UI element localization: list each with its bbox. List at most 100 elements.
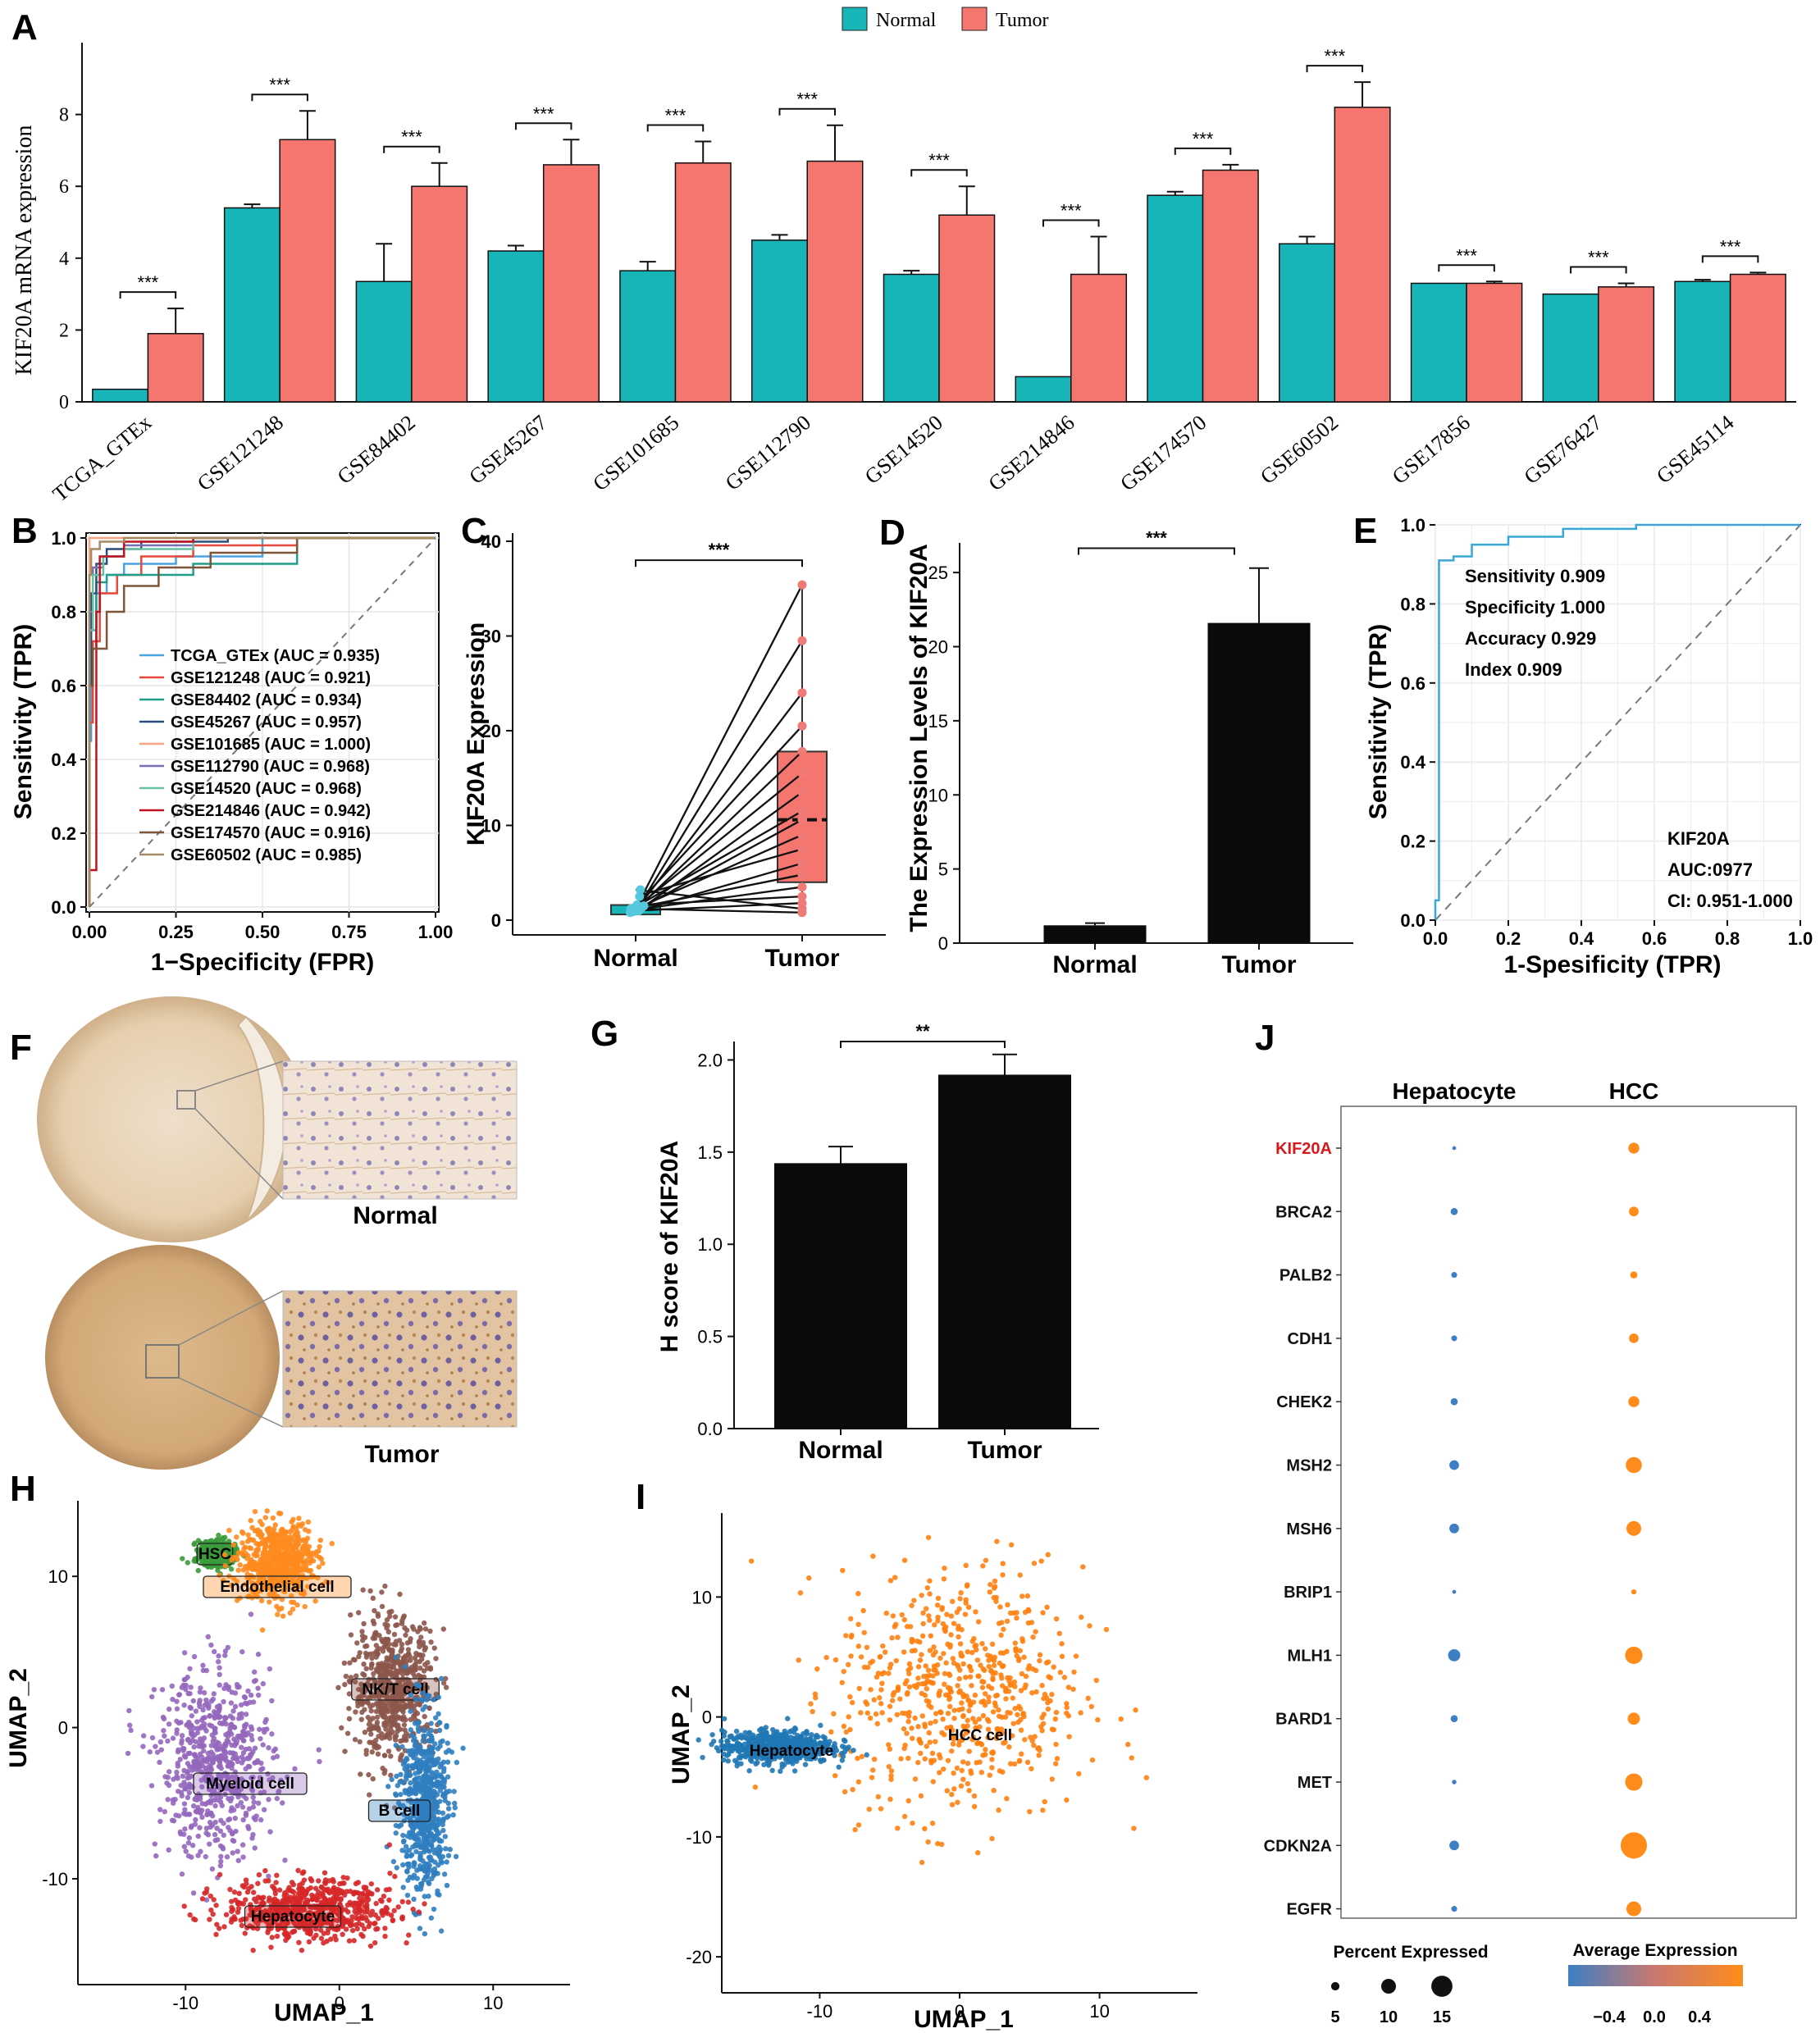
h-plot-cell-point [404,1627,410,1634]
h-plot-cell-point [216,1559,221,1565]
i-plot-cell-point [810,1708,815,1715]
h-plot-cell-point [245,1688,251,1694]
axis-b-xlabel: 1−Specificity (FPR) [151,949,375,976]
i-plot-cell-point [1010,1695,1015,1701]
h-plot-cell-point [269,1935,275,1940]
h-plot-cell-point [227,1750,233,1756]
i-plot-cell-point [992,1578,998,1584]
h-plot-cell-point [410,1906,416,1912]
h-plot-cell-point [291,1536,297,1542]
a-xtick-label: GSE84402 [333,410,420,489]
i-plot-cell-point [927,1672,933,1679]
c-tumor-point [797,721,807,731]
h-plot-cell-point [299,1538,304,1543]
i-plot-cell-point [1004,1648,1010,1655]
h-plot-cell-point [263,1570,270,1576]
h-plot-cell-point [417,1926,423,1931]
i-plot-cell-point [948,1632,954,1638]
h-plot-cell-point [404,1868,410,1874]
h-plot-cell-point [450,1812,456,1818]
h-plot-cell-point [243,1712,249,1717]
h-plot-cell-point [274,1872,280,1878]
h-plot-cell-point [234,1738,239,1744]
i-plot-cell-point [979,1679,985,1684]
h-plot-cell-point [267,1666,273,1672]
h-plot-cell-point [266,1744,271,1751]
h-plot-cell-point [304,1575,310,1581]
i-plot-cell-point [858,1654,864,1660]
i-plot-cell-point [950,1598,956,1604]
i-plot-cell-point [989,1757,995,1762]
h-plot-cell-point [436,1694,441,1700]
h-plot-cell-point [429,1737,436,1743]
h-plot-cell-point [390,1917,396,1924]
h-plot-cell-point [431,1645,437,1651]
i-plot-cell-point [993,1594,999,1601]
f-tumor-zoom-line-top [178,1290,284,1346]
h-plot-cell-point [231,1724,237,1730]
h-plot-cell-point [354,1673,359,1679]
h-plot-cell-point [226,1527,232,1534]
h-plot-cell-point [385,1784,391,1789]
a-tumor-errorbar [431,162,448,187]
h-plot-cell-point [199,1814,205,1821]
h-plot-cell-point [413,1848,419,1855]
i-plot-cell-point [1030,1634,1036,1640]
h-plot-cell-point [406,1651,412,1657]
h-plot-cell-point [232,1917,238,1922]
i-plot-cell-point [855,1643,862,1649]
i-plot-cell-point [1049,1776,1056,1782]
h-plot-cell-point [386,1641,392,1648]
i-plot-cell-point [823,1654,829,1661]
i-plot-cell-point [911,1683,918,1689]
h-plot-cell-point [392,1873,398,1880]
d-sig-bracket [1078,547,1235,555]
h-plot-cell-point [187,1666,193,1671]
h-plot-cell-point [332,1933,338,1940]
i-plot-cell-point [1049,1691,1055,1698]
h-plot-cell-point [382,1699,389,1705]
h-plot-cell-point [180,1748,186,1753]
i-plot-cell-point [861,1630,867,1635]
h-plot-cell-point [394,1865,399,1871]
h-plot-cell-point [252,1508,258,1515]
i-plot-cell-point [959,1700,965,1706]
a-bar-tumor [411,185,468,403]
h-plot-cell-point [220,1844,226,1850]
h-plot-cell-point [181,1702,187,1708]
h-plot-cell-point [341,1660,348,1666]
h-plot-cell-point [411,1896,417,1903]
h-plot-cell-point [451,1789,457,1794]
h-plot-cell-point [211,1548,217,1554]
h-plot-cell-point [413,1824,418,1830]
h-plot-cell-point [367,1703,373,1710]
i-plot-cell-point [923,1680,929,1686]
c-pair-line [635,810,803,908]
h-plot-cell-point [449,1749,455,1755]
a-sig-bracket [1174,147,1232,155]
i-plot-cell-point [927,1591,933,1597]
e-ytick-label: 0.2 [1400,832,1425,852]
h-plot-cluster-label-box [196,1543,234,1566]
h-plot-cell-point [412,1735,417,1741]
i-plot-cell-point [956,1606,962,1611]
i-plot-cell-point [887,1717,893,1723]
h-plot-cell-point [399,1915,405,1921]
h-plot-cell-point [316,1548,322,1554]
h-plot-cell-point [280,1613,286,1619]
h-plot-cell-point [429,1770,435,1775]
h-plot-cell-point [409,1753,416,1758]
i-plot-cell-point [974,1760,979,1766]
h-plot-cell-point [293,1530,299,1537]
h-plot-cell-point [162,1733,167,1739]
i-plot-cell-point [858,1710,864,1716]
i-plot-cell-point [980,1563,986,1569]
h-plot-cell-point [374,1719,381,1725]
i-plot-cell-point [988,1653,993,1659]
h-plot-cell-point [207,1917,212,1922]
h-plot-cell-point [147,1749,153,1755]
h-plot-cell-point [358,1771,363,1777]
i-plot-cell-point [971,1803,978,1810]
h-plot-cell-point [393,1822,399,1829]
a-normal-errorbar [507,244,524,252]
